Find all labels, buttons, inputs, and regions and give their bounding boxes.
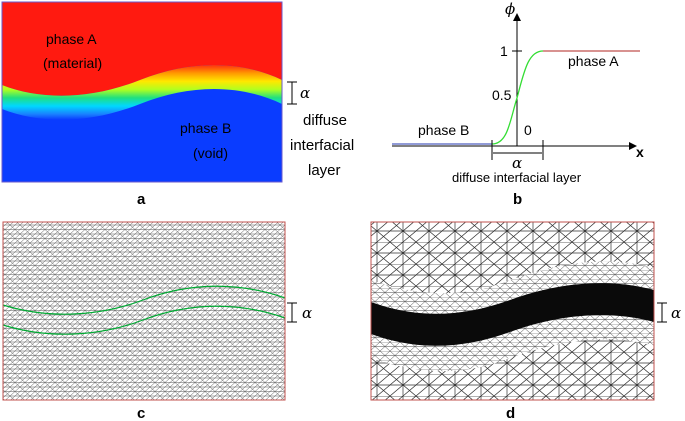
interface-line-top [2,285,286,315]
panel-d: α d [370,221,681,421]
phase-a-region [2,2,282,96]
mesh-c [3,222,285,400]
panel-c-border [2,221,286,401]
diffuse-band [2,65,282,120]
tick-0-label: 0 [524,122,532,138]
diffuse-label-1: diffuse [303,112,347,129]
layer-label: diffuse interfacial layer [452,170,582,185]
phase-a-label: phase A [46,31,97,47]
alpha-label-c: α [302,304,312,322]
panel-a-border [1,1,283,183]
panel-c: α c [2,221,312,421]
interface-line-bottom [2,305,286,335]
phase-a-label-b: phase A [568,53,619,69]
caption-b: b [513,191,522,208]
material-label: (material) [43,55,102,71]
diffuse-label-3: layer [308,162,341,179]
void-label: (void) [193,145,228,161]
phase-b-label-b: phase B [418,122,469,138]
y-axis-label: ϕ [505,0,515,18]
tick-1-label: 1 [500,43,508,59]
alpha-label: α [300,84,310,102]
alpha-label-d: α [671,304,681,322]
diffuse-label-2: interfacial [290,137,354,154]
dense-interface-band [371,283,654,346]
tick-05-label: 0.5 [492,87,512,103]
caption-d: d [506,405,515,421]
caption-c: c [137,405,145,421]
panel-a: phase A (material) phase B (void) α diff… [1,1,354,208]
phase-b-label: phase B [180,120,231,136]
x-axis-label: x [636,144,644,160]
caption-a: a [137,191,146,208]
phi-profile [491,50,544,145]
alpha-label-b: α [512,154,522,172]
panel-b: ϕ x 1 0.5 0 phase A phase B α diffuse in… [392,0,644,208]
panel-d-border [370,221,655,401]
